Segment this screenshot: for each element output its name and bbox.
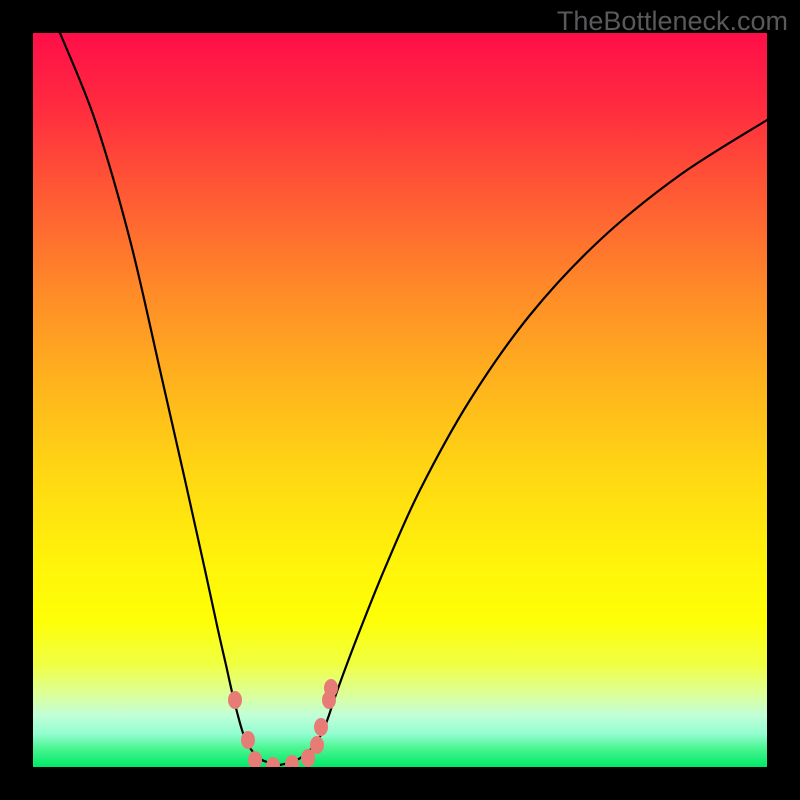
curve-left [60,33,280,765]
chart-frame: TheBottleneck.com [0,0,800,800]
optimum-dot [322,691,336,709]
curve-right [280,120,767,765]
optimum-dot [301,749,315,767]
watermark-text: TheBottleneck.com [557,6,788,37]
optimum-dot [310,736,324,754]
optimum-dot [324,679,338,697]
plot-area [33,33,767,767]
optimum-dot [228,691,242,709]
optimum-dot [266,757,280,767]
optimum-dot [314,718,328,736]
optimum-dot [285,755,299,767]
optimum-dot [241,731,255,749]
optimum-dot [248,751,262,767]
bottleneck-curve [33,33,767,767]
